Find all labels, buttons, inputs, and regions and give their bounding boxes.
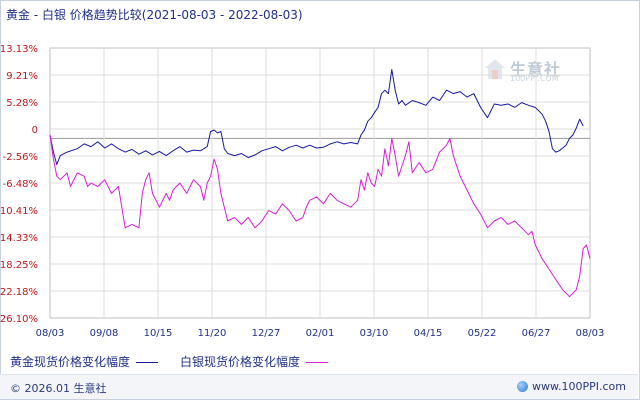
- x-tick-label: 10/15: [144, 328, 173, 339]
- x-tick-label: 08/03: [576, 328, 605, 339]
- y-tick-label: -10.41%: [0, 206, 38, 217]
- y-tick-label: 13.13%: [0, 44, 38, 55]
- x-tick-label: 09/08: [90, 328, 119, 339]
- footer-bar: © 2026.01 生意社 www.100PPI.com: [0, 374, 638, 399]
- y-tick-label: -26.10%: [0, 314, 38, 325]
- copyright-text: © 2026.01 生意社: [10, 382, 107, 395]
- legend-swatch-gold: [136, 362, 159, 363]
- legend: 黄金现货价格变化幅度 白银现货价格变化幅度: [10, 353, 350, 370]
- y-tick-label: -6.48%: [3, 179, 38, 190]
- x-tick-label: 02/01: [306, 328, 335, 339]
- x-tick-label: 05/22: [468, 328, 497, 339]
- y-tick-label: 9.21%: [6, 71, 38, 82]
- chart-title: 黄金 - 白银 价格趋势比较(2021-08-03 - 2022-08-03): [6, 8, 303, 22]
- globe-icon: [517, 381, 529, 392]
- y-tick-label: -2.56%: [3, 152, 38, 163]
- y-tick-label: -18.25%: [0, 260, 38, 271]
- y-tick-label: -14.33%: [0, 233, 38, 244]
- watermark-text: 生意社: [510, 60, 562, 79]
- watermark-url: 100PPI.COM: [510, 74, 559, 83]
- x-tick-label: 03/10: [360, 328, 389, 339]
- x-tick-label: 06/27: [522, 328, 551, 339]
- y-tick-label: 0: [32, 125, 38, 136]
- x-tick-label: 08/03: [36, 328, 65, 339]
- legend-label-gold: 黄金现货价格变化幅度: [10, 355, 131, 369]
- watermark-logo: 生意社 100PPI.COM: [484, 56, 580, 84]
- x-tick-label: 11/20: [198, 328, 227, 339]
- x-tick-label: 12/27: [252, 328, 281, 339]
- y-tick-label: -22.18%: [0, 287, 38, 298]
- site-link-text: www.100PPI.com: [532, 380, 626, 393]
- series-line-silver: [49, 134, 591, 298]
- site-link[interactable]: www.100PPI.com: [517, 380, 626, 393]
- x-tick-label: 04/15: [414, 328, 443, 339]
- legend-label-silver: 白银现货价格变化幅度: [180, 355, 301, 369]
- legend-swatch-silver: [306, 362, 329, 363]
- y-tick-label: 5.28%: [6, 98, 38, 109]
- series-line-gold: [49, 69, 584, 165]
